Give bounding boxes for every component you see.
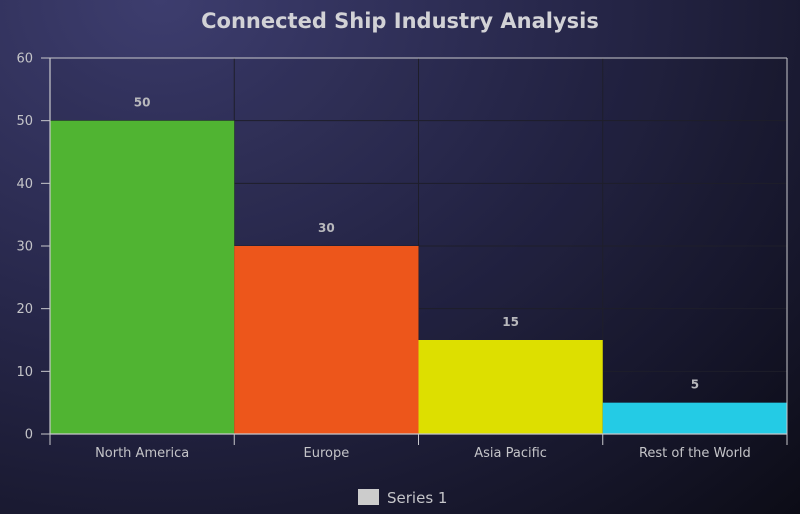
x-tick-label: North America <box>95 446 189 461</box>
y-tick-label: 0 <box>25 428 33 443</box>
labels: 0 10 20 30 40 50 60 50 30 15 5 North America Europe A… <box>16 52 750 462</box>
y-tick-label: 20 <box>16 302 33 317</box>
x-tick-label: Europe <box>304 446 350 461</box>
data-label: 15 <box>502 315 519 329</box>
bars <box>50 120 787 435</box>
data-label: 50 <box>134 96 151 110</box>
x-tick-label: Asia Pacific <box>474 446 547 461</box>
y-tick-label: 40 <box>16 177 33 192</box>
y-tick-label: 10 <box>16 365 33 380</box>
legend-label[interactable]: Series 1 <box>387 489 447 507</box>
bar-north-america <box>50 120 235 435</box>
legend[interactable]: Series 1 <box>358 489 447 507</box>
legend-swatch[interactable] <box>358 489 379 505</box>
y-tick-label: 60 <box>16 52 33 67</box>
axes <box>41 57 788 445</box>
x-tick-label: Rest of the World <box>639 446 751 461</box>
bar-europe <box>234 246 419 434</box>
bar-asia-pacific <box>418 340 603 434</box>
data-label: 5 <box>691 378 699 392</box>
bar-rest-of-the-world <box>602 402 787 434</box>
y-tick-label: 30 <box>16 240 33 255</box>
data-label: 30 <box>318 221 335 235</box>
y-tick-label: 50 <box>16 114 33 129</box>
chart-title: Connected Ship Industry Analysis <box>201 9 599 33</box>
